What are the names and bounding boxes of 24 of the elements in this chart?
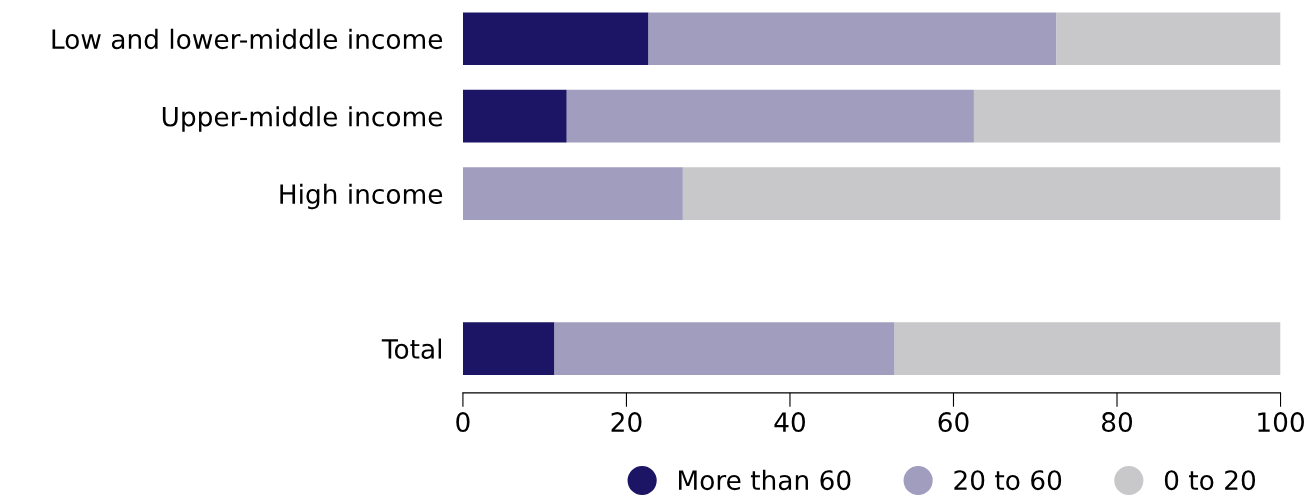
x-tick-label: 60 bbox=[938, 412, 969, 433]
x-tick-label: 40 bbox=[774, 412, 805, 433]
x-tick-label: 100 bbox=[1258, 412, 1304, 433]
x-tick-label: 0 bbox=[456, 412, 470, 433]
bar bbox=[1056, 12, 1281, 66]
bar bbox=[973, 89, 1281, 143]
bar bbox=[554, 322, 895, 375]
bar bbox=[462, 322, 555, 375]
y-tick-label: High income bbox=[280, 183, 443, 210]
bar bbox=[894, 322, 1281, 375]
bar bbox=[462, 12, 649, 66]
bar bbox=[462, 167, 683, 220]
bar bbox=[682, 167, 1281, 220]
x-tick-label: 20 bbox=[611, 412, 642, 433]
y-tick-label: Total bbox=[381, 338, 441, 359]
y-tick-label: Upper-middle income bbox=[162, 106, 443, 132]
bar bbox=[566, 89, 974, 143]
y-tick-label: Low and lower-middle income bbox=[52, 28, 443, 50]
legend-label: 0 to 20 bbox=[1164, 470, 1256, 491]
bar bbox=[648, 12, 1057, 66]
legend-label: 20 to 60 bbox=[954, 470, 1062, 491]
x-tick-label: 80 bbox=[1102, 412, 1133, 433]
bar bbox=[462, 89, 567, 143]
legend-label: More than 60 bbox=[679, 469, 851, 491]
